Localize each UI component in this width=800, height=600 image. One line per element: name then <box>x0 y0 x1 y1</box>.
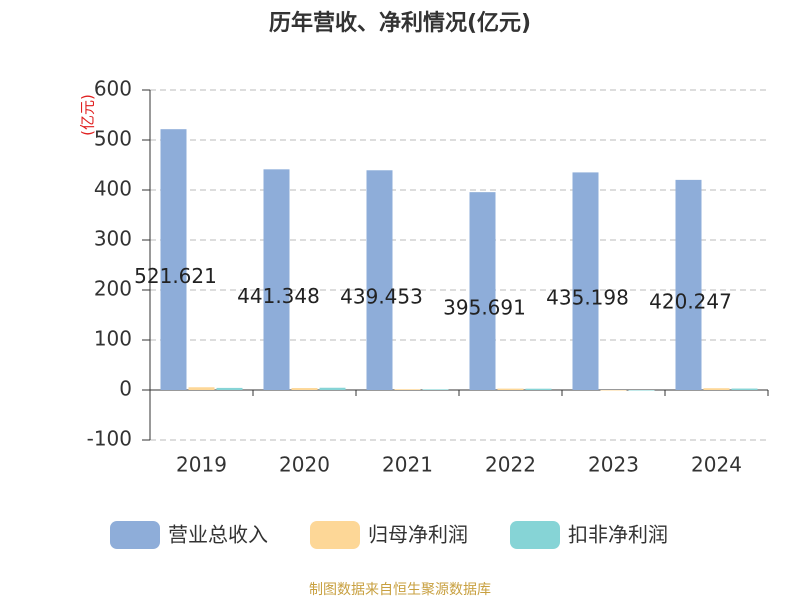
legend-swatch <box>510 521 560 549</box>
x-tick-label: 2019 <box>176 453 227 477</box>
bar <box>394 389 421 390</box>
data-label: 435.198 <box>546 286 629 310</box>
legend-label: 营业总收入 <box>168 523 268 547</box>
legend-label: 扣非净利润 <box>568 523 668 547</box>
y-tick-label: 600 <box>94 77 132 101</box>
bar <box>422 389 449 390</box>
bar <box>525 388 552 390</box>
x-tick-label: 2024 <box>691 453 742 477</box>
x-tick-label: 2022 <box>485 453 536 477</box>
bar <box>160 129 187 390</box>
y-tick-label: 100 <box>94 327 132 351</box>
y-tick-label: 200 <box>94 277 132 301</box>
bar <box>731 388 758 390</box>
chart-title: 历年营收、净利情况(亿元) <box>269 10 531 36</box>
legend-swatch <box>110 521 160 549</box>
x-tick-label: 2021 <box>382 453 433 477</box>
bar <box>600 390 627 391</box>
bar <box>675 179 702 390</box>
data-label: 439.453 <box>340 285 423 309</box>
y-tick-label: -100 <box>87 427 132 451</box>
bar <box>572 172 599 390</box>
bar <box>469 192 496 390</box>
data-label: 420.247 <box>649 289 732 313</box>
bar <box>628 390 655 391</box>
bar <box>366 170 393 390</box>
x-tick-label: 2020 <box>279 453 330 477</box>
bar <box>319 387 346 390</box>
data-label: 521.621 <box>134 264 217 288</box>
legend-label: 归母净利润 <box>368 523 468 547</box>
y-axis-label: (亿元) <box>79 94 97 136</box>
bar <box>263 169 290 390</box>
bar <box>703 388 730 390</box>
bar <box>188 387 215 390</box>
y-tick-label: 400 <box>94 177 132 201</box>
legend-swatch <box>310 521 360 549</box>
data-label: 441.348 <box>237 284 320 308</box>
source-note: 制图数据来自恒生聚源数据库 <box>309 582 491 598</box>
bar <box>497 388 524 390</box>
y-tick-label: 0 <box>119 377 132 401</box>
bar <box>291 388 318 390</box>
y-tick-label: 300 <box>94 227 132 251</box>
y-tick-label: 500 <box>94 127 132 151</box>
bar <box>216 387 243 390</box>
x-tick-label: 2023 <box>588 453 639 477</box>
data-label: 395.691 <box>443 296 526 320</box>
